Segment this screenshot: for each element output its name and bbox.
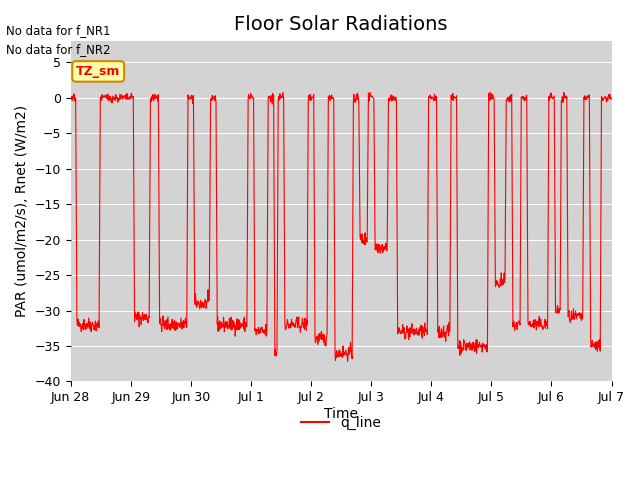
X-axis label: Time: Time [324, 407, 358, 421]
Title: Floor Solar Radiations: Floor Solar Radiations [234, 15, 448, 34]
Legend: q_line: q_line [296, 410, 387, 436]
Y-axis label: PAR (umol/m2/s), Rnet (W/m2): PAR (umol/m2/s), Rnet (W/m2) [15, 105, 29, 317]
Text: No data for f_NR2: No data for f_NR2 [6, 43, 111, 56]
Text: No data for f_NR1: No data for f_NR1 [6, 24, 111, 37]
Text: TZ_sm: TZ_sm [76, 65, 120, 78]
